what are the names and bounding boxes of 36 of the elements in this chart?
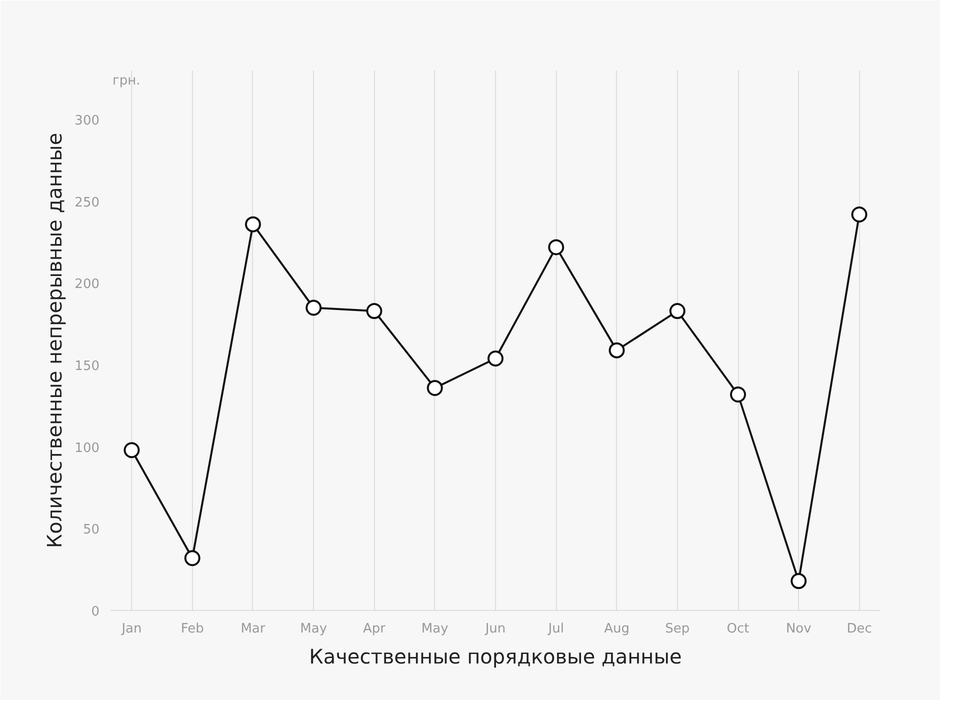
y-tick-label: 50 [82,522,100,538]
point [730,386,746,402]
point [851,206,868,222]
point [244,216,261,232]
point [306,300,322,316]
y-tick-label: 250 [74,195,100,210]
x-tick-label: Oct [726,622,750,636]
x-tick-label: May [421,622,449,636]
y-tick-label: 100 [74,440,100,456]
x-tick-label: Mar [240,622,266,636]
y-tick-label: 150 [74,359,100,374]
x-tick-label: Feb [180,622,204,636]
y-tick-label: 0 [91,604,100,620]
x-tick-label: Aug [604,622,630,636]
point [366,303,382,320]
point [548,239,564,256]
x-tick-label: Apr [362,622,386,636]
x-tick-label: Jun [484,622,506,636]
x-tick-label: Sep [665,622,690,636]
point [124,442,140,458]
x-tick-label: Nov [786,622,812,636]
point [426,380,443,396]
x-tick-label: May [300,622,328,636]
x-tick-label: Jul [547,622,564,636]
x-tick-label: Dec [846,622,872,636]
point [608,342,625,358]
x-axis-title: Качественные порядковые данные [309,644,682,668]
point [790,573,807,590]
x-tick-label: Jan [120,622,142,636]
point [488,350,504,366]
y-tick-label: 300 [74,114,100,129]
point [184,550,200,566]
annotation: грн. [112,74,140,88]
y-tick-label: 200 [74,277,100,292]
y-axis-title: Количественные непрерывные данные [42,132,67,548]
point [669,303,686,320]
